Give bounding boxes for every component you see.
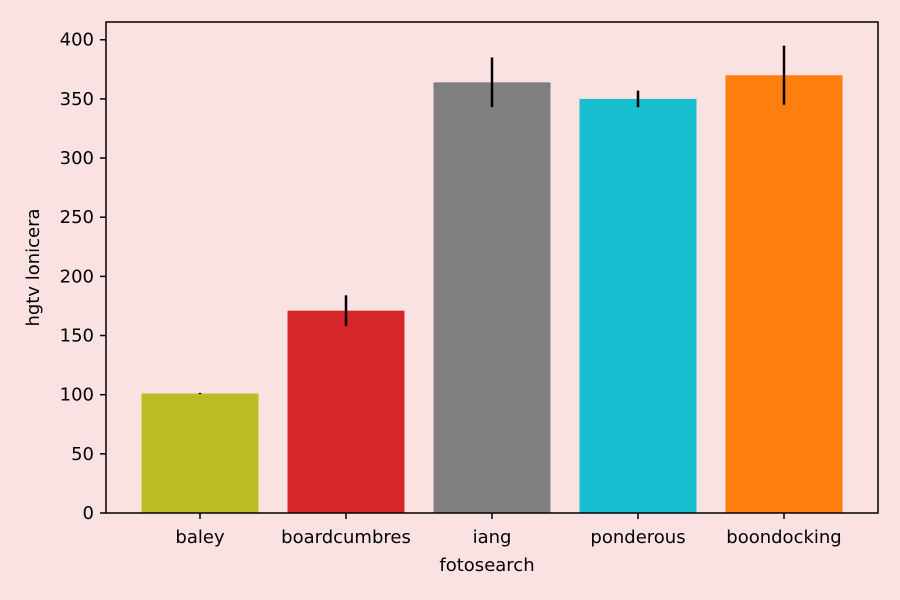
y-tick-label: 0 bbox=[83, 503, 94, 524]
x-tick-label-boardcumbres: boardcumbres bbox=[281, 527, 411, 548]
y-tick-label: 350 bbox=[60, 89, 94, 110]
x-tick-label-ponderous: ponderous bbox=[590, 527, 685, 548]
bar-boardcumbres bbox=[287, 310, 405, 513]
y-tick-label: 200 bbox=[60, 266, 94, 287]
y-axis-label: hgtv lonicera bbox=[23, 208, 44, 326]
y-tick-label: 400 bbox=[60, 30, 94, 51]
plot-frame bbox=[105, 21, 879, 514]
x-tick-label-baley: baley bbox=[175, 527, 225, 548]
x-tick-label-iang: iang bbox=[473, 527, 512, 548]
bar-boondocking bbox=[725, 75, 843, 513]
y-tick-label: 100 bbox=[60, 385, 94, 406]
y-tick-label: 50 bbox=[71, 444, 94, 465]
x-tick-label-boondocking: boondocking bbox=[726, 527, 841, 548]
y-tick-label: 250 bbox=[60, 207, 94, 228]
bars-group bbox=[141, 75, 843, 514]
bar-iang bbox=[433, 82, 551, 514]
x-axis-label: fotosearch bbox=[439, 555, 534, 576]
bar-baley bbox=[141, 393, 259, 513]
y-tick-label: 300 bbox=[60, 148, 94, 169]
error-bars-group bbox=[198, 45, 786, 395]
x-axis-ticks: baley boardcumbres iang ponderous boondockin… bbox=[175, 513, 842, 548]
y-tick-label: 150 bbox=[60, 326, 94, 347]
y-axis-ticks: 0 50 100 150 200 250 300 350 400 bbox=[60, 30, 106, 524]
bar-ponderous bbox=[579, 98, 697, 513]
